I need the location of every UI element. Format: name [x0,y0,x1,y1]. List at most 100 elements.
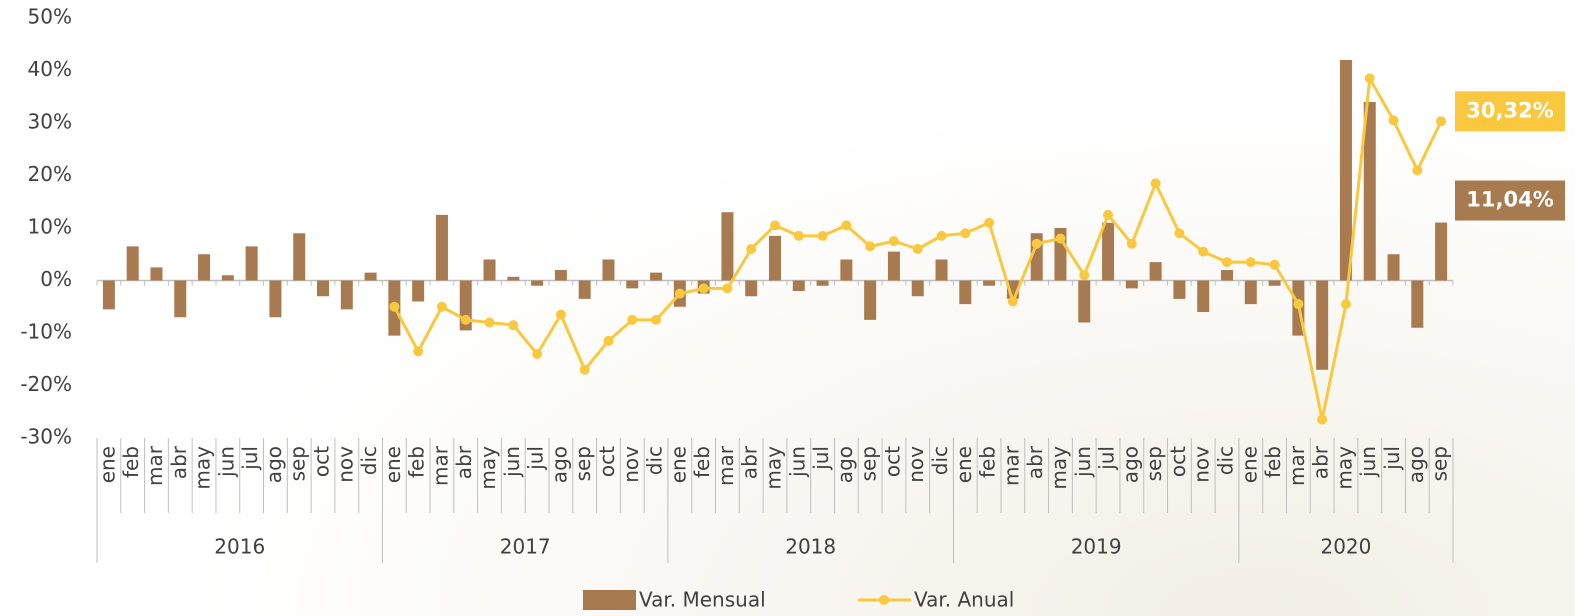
x-tick-label: nov [904,446,928,483]
bar [1078,280,1091,323]
x-tick-label: feb [976,446,1000,478]
line-marker [1364,73,1375,84]
line-marker [1436,116,1447,127]
x-tick-label: feb [1261,446,1285,478]
y-tick-label: -10% [20,320,72,344]
legend-label: Var. Anual [914,588,1014,612]
line-marker [1269,259,1280,270]
x-tick-label: nov [619,446,643,483]
bar [221,275,234,281]
x-tick-label: ene [381,446,405,483]
x-tick-label: sep [857,446,881,481]
x-tick-label: mar [714,445,738,486]
bar [1268,280,1281,286]
bar [983,280,996,286]
legend-swatch-marker [879,595,889,605]
bar [317,280,329,297]
x-tick-label: jun [500,446,524,478]
label-box [1455,91,1565,132]
bar [769,235,781,281]
line-marker [912,244,923,254]
x-tick-label: jun [785,446,809,478]
x-tick-label: sep [286,446,310,481]
line-marker [1293,299,1304,310]
x-tick-label: mar [143,445,167,486]
legend-label: Var. Mensual [639,588,766,612]
bar [745,280,758,297]
x-tick-label: jul [1095,446,1119,471]
legend-swatch [583,590,636,610]
bar [293,233,306,281]
line-marker [1388,115,1399,126]
bar [1173,280,1186,299]
x-tick-label: ene [666,446,690,483]
x-tick-label: ene [952,446,976,483]
y-tick-label: -20% [20,372,72,396]
bar [269,280,282,318]
bar [911,280,924,297]
line-marker [746,244,757,254]
bar [650,272,663,281]
x-tick-label: oct [595,446,619,477]
line-marker [651,314,662,325]
x-tick-label: abr [738,445,762,479]
bar [1387,254,1400,281]
bar [198,254,211,281]
line-marker [484,317,495,328]
x-tick-label: ago [833,446,857,483]
bar [1102,222,1115,281]
group-label: 2020 [1320,535,1371,559]
x-tick-label: nov [1190,446,1214,483]
group-label: 2019 [1071,535,1122,559]
bar [364,272,377,281]
y-tick-label: 20% [28,162,72,186]
data-label: 11,04% [1466,188,1553,212]
bar [412,280,425,302]
bar [1197,280,1210,312]
x-tick-label: dic [357,446,381,475]
line-marker [508,320,519,331]
bar [245,246,258,281]
line-marker [532,349,543,359]
bar [1221,270,1233,281]
x-tick-label: oct [1166,446,1190,477]
bar [792,280,805,291]
x-tick-label: jul [524,446,548,471]
x-tick-label: may [1332,446,1356,490]
x-tick-label: ago [1118,446,1142,483]
x-tick-label: dic [928,446,952,475]
x-tick-label: jul [809,446,833,471]
bar [1125,280,1138,289]
line-marker [1126,238,1137,249]
line-marker [627,314,638,325]
line-marker [603,335,614,346]
x-tick-label: abr [1023,445,1047,479]
x-tick-label: may [762,446,786,490]
data-label: 30,32% [1466,98,1553,122]
line-marker [1007,296,1018,307]
line-marker [984,217,995,228]
bar [840,259,853,281]
x-tick-label: abr [167,445,191,479]
x-tick-label: oct [880,446,904,477]
line-marker [960,228,971,239]
bar [1244,280,1257,305]
y-tick-label: 10% [28,215,72,239]
line-marker [1340,299,1351,310]
line-marker [1174,228,1185,239]
x-tick-label: ago [547,446,571,483]
x-tick-label: feb [119,446,143,478]
x-tick-label: may [1047,446,1071,490]
x-tick-label: abr [452,445,476,479]
x-tick-label: jun [1356,446,1380,478]
x-tick-label: dic [643,446,667,475]
y-tick-label: 30% [28,110,72,134]
line-marker [1412,165,1423,176]
line-marker [555,309,566,320]
bar [507,276,520,281]
line-marker [722,283,733,294]
x-tick-label: mar [428,445,452,486]
line-marker [1198,246,1209,257]
x-tick-label: abr [1309,445,1333,479]
